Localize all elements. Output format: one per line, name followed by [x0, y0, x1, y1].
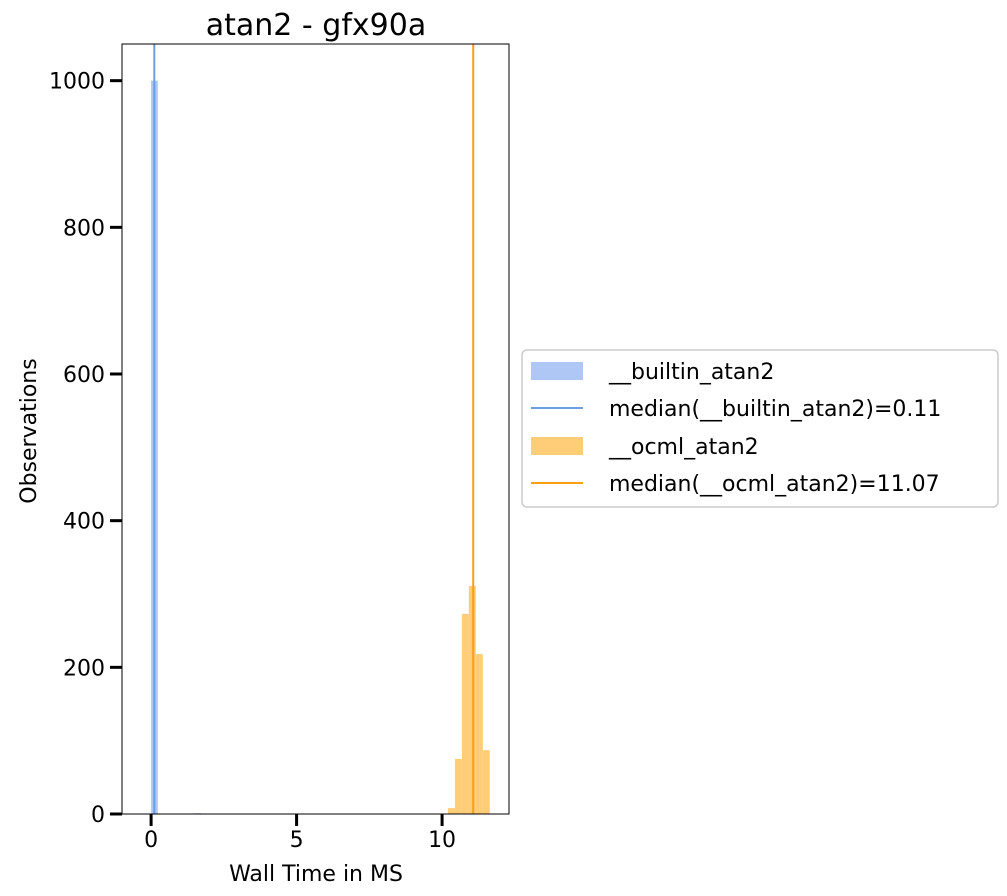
legend-label: __ocml_atan2 — [608, 435, 759, 460]
histogram-bar — [454, 759, 462, 814]
legend-label: median(__builtin_atan2)=0.11 — [609, 397, 941, 422]
histogram-bar — [482, 750, 490, 814]
x-tick-label: 0 — [144, 828, 158, 853]
y-tick-label: 400 — [63, 510, 105, 535]
x-axis: 0 5 10 — [144, 814, 456, 853]
legend-swatch — [531, 362, 583, 380]
y-tick-label: 1000 — [49, 70, 105, 95]
plot-area — [121, 43, 510, 815]
y-axis-label: Observations — [17, 358, 42, 503]
legend-swatch — [531, 437, 583, 455]
legend: __builtin_atan2 median(__builtin_atan2)=0… — [521, 349, 999, 508]
legend-label: __builtin_atan2 — [608, 360, 774, 385]
legend-frame — [521, 349, 999, 508]
x-tick-label: 10 — [428, 828, 456, 853]
y-tick-label: 0 — [91, 803, 105, 828]
plot-frame — [121, 43, 510, 815]
y-tick-label: 600 — [63, 363, 105, 388]
y-axis: 0 200 400 600 800 1000 — [49, 70, 122, 828]
legend-label: median(__ocml_atan2)=11.07 — [609, 472, 940, 497]
x-tick-label: 5 — [290, 828, 304, 853]
y-tick-label: 200 — [63, 656, 105, 681]
chart-title: atan2 - gfx90a — [206, 8, 426, 43]
histogram-bar — [447, 808, 455, 814]
x-axis-label: Wall Time in MS — [229, 862, 403, 887]
y-tick-label: 800 — [63, 216, 105, 241]
histogram-bar — [475, 654, 483, 814]
histogram-bar — [461, 613, 469, 814]
